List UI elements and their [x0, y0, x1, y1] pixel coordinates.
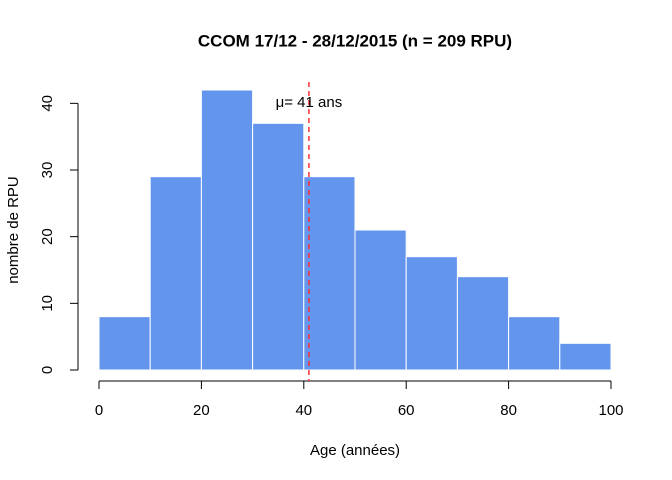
bar [149, 176, 202, 371]
bar [252, 122, 305, 371]
bar [508, 316, 561, 371]
chart-title: CCOM 17/12 - 28/12/2015 (n = 209 RPU) [198, 31, 512, 50]
y-tick-label: 20 [39, 228, 56, 245]
bar [405, 256, 458, 371]
x-tick-label: 100 [598, 402, 623, 419]
bar [354, 229, 407, 371]
annotation: μ= 41 ans [276, 94, 343, 111]
bar [456, 276, 510, 371]
y-tick-label: 30 [39, 162, 56, 179]
bar [98, 316, 151, 371]
bar [559, 342, 612, 371]
x-tick-label: 80 [500, 402, 517, 419]
bar [303, 176, 356, 371]
x-tick-label: 0 [95, 402, 103, 419]
x-tick-label: 20 [193, 402, 210, 419]
x-tick-label: 60 [398, 402, 415, 419]
y-tick-label: 10 [39, 295, 56, 312]
y-tick-label: 40 [39, 95, 56, 112]
bar [200, 89, 254, 371]
y-axis-label: nombre de RPU [5, 176, 22, 284]
x-tick-label: 40 [295, 402, 312, 419]
y-tick-label: 0 [39, 366, 56, 374]
x-axis-label: Age (années) [310, 442, 400, 459]
